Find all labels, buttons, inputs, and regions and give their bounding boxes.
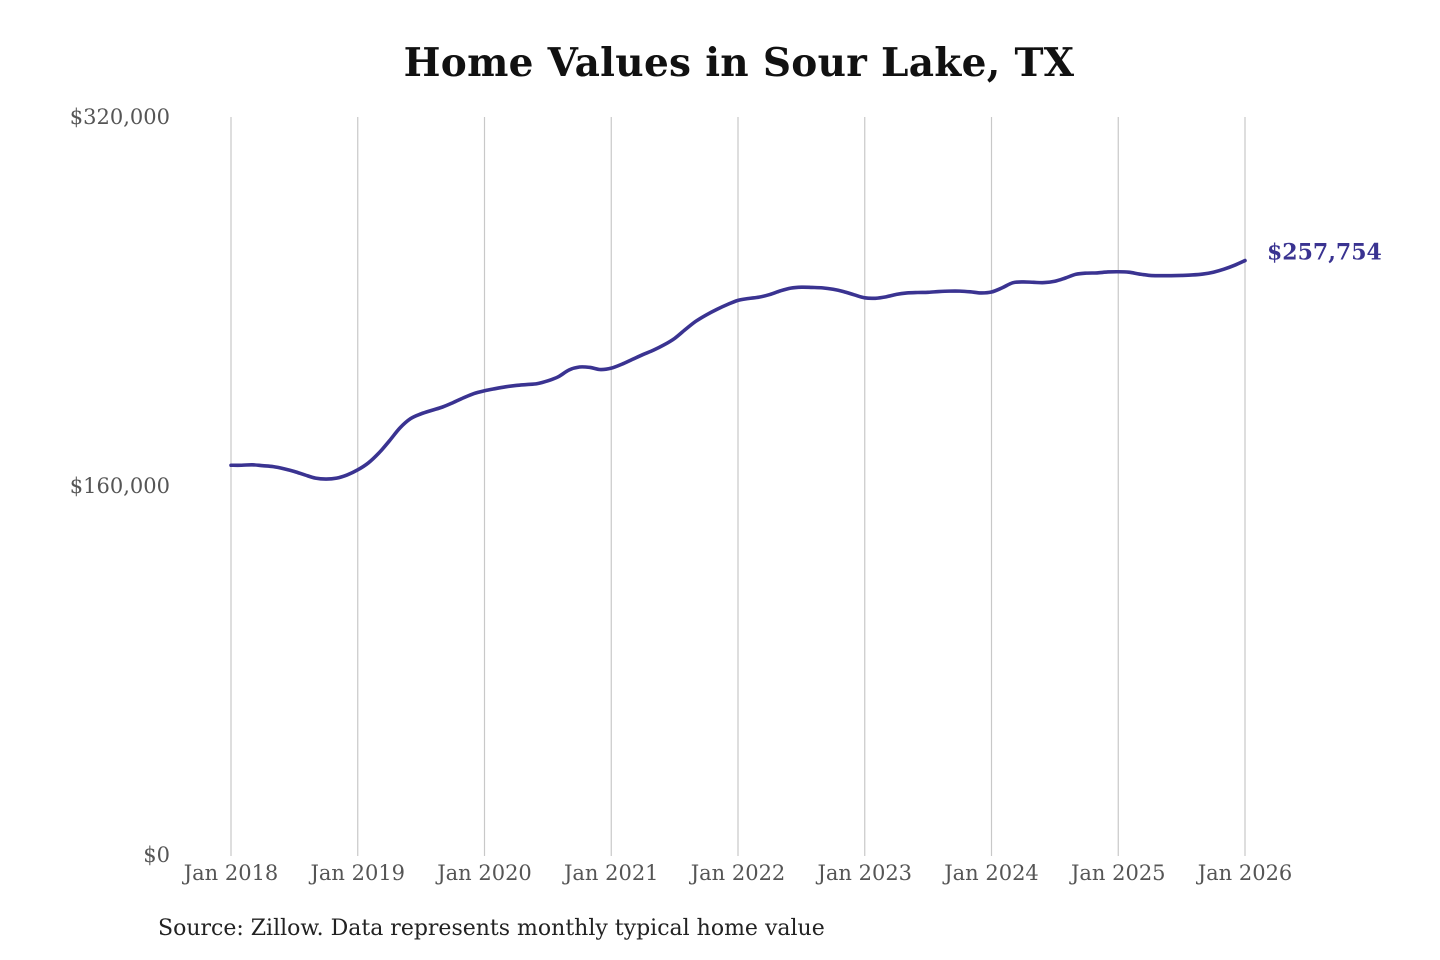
x-tick-label: Jan 2022: [689, 861, 786, 885]
x-tick-label: Jan 2025: [1069, 861, 1166, 885]
x-axis-ticks: Jan 2018 Jan 2019 Jan 2020 Jan 2021 Jan 2022…: [182, 861, 1293, 885]
series-layer: [229, 258, 1247, 481]
home-value-line: [229, 258, 1247, 481]
end-value-label: $257,754: [1267, 240, 1382, 266]
x-tick-label: Jan 2019: [308, 861, 405, 885]
x-tick-label: Jan 2020: [435, 861, 532, 885]
chart-title: Home Values in Sour Lake, TX: [403, 40, 1075, 86]
end-label-layer: $257,754: [1267, 240, 1382, 266]
x-tick-label: Jan 2021: [562, 861, 659, 885]
grid-lines: [230, 117, 1246, 856]
x-tick-label: Jan 2018: [182, 861, 279, 885]
x-tick-label: Jan 2026: [1196, 861, 1293, 885]
y-tick-label: $320,000: [70, 105, 170, 129]
y-tick-label: $0: [143, 843, 170, 867]
x-tick-label: Jan 2024: [942, 861, 1039, 885]
source-note: Source: Zillow. Data represents monthly …: [158, 916, 825, 941]
y-tick-label: $160,000: [70, 474, 170, 498]
x-tick-label: Jan 2023: [815, 861, 912, 885]
y-axis-ticks: $0 $160,000 $320,000: [70, 105, 170, 867]
